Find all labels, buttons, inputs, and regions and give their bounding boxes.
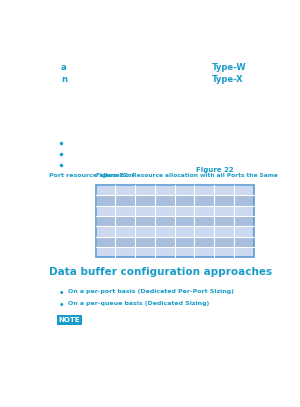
Bar [116,226,135,236]
Bar [96,206,116,216]
Bar [214,236,234,247]
Bar [214,216,234,226]
Bar [234,216,254,226]
Bar [116,247,135,257]
Bar [194,195,214,206]
Bar [214,195,234,206]
Text: NOTE: NOTE [58,317,80,323]
Bar [175,247,194,257]
Bar [214,185,234,195]
Bar [234,206,254,216]
Text: a: a [61,63,66,72]
Bar [214,206,234,216]
Text: n: n [61,75,67,85]
Bar [155,247,175,257]
Bar [135,185,155,195]
Bar [96,226,116,236]
Bar [155,195,175,206]
Bar [194,236,214,247]
Bar [96,236,116,247]
Bar [96,216,116,226]
Bar [135,216,155,226]
Bar [175,206,194,216]
Bar [234,247,254,257]
Bar [175,216,194,226]
Text: Data buffer configuration approaches: Data buffer configuration approaches [49,267,272,277]
Bar [194,185,214,195]
Text: Figure 22: Resource allocation with all Ports the Same: Figure 22: Resource allocation with all … [96,173,278,178]
Bar [135,247,155,257]
Bar [135,236,155,247]
Text: Type-W: Type-W [212,63,247,72]
Bar [116,206,135,216]
Bar [214,226,234,236]
Bar [155,226,175,236]
Bar [96,185,116,195]
Bar [234,185,254,195]
Bar [234,236,254,247]
Bar [116,185,135,195]
Bar [135,226,155,236]
Bar [194,206,214,216]
Bar [175,236,194,247]
Bar [135,195,155,206]
Text: On a per-port basis (Dedicated Per-Port Sizing): On a per-port basis (Dedicated Per-Port … [68,289,234,293]
Bar [96,247,116,257]
Bar [135,206,155,216]
Bar [116,195,135,206]
Text: Type-X: Type-X [212,75,244,85]
Bar [194,216,214,226]
Bar [194,226,214,236]
Bar [155,216,175,226]
Bar [234,226,254,236]
Text: •: • [58,301,64,310]
Bar [155,185,175,195]
Bar [175,185,194,195]
Bar [155,206,175,216]
Bar [214,247,234,257]
Bar [234,195,254,206]
Text: On a per-queue basis (Dedicated Sizing): On a per-queue basis (Dedicated Sizing) [68,301,209,306]
Bar [175,226,194,236]
Bar [155,236,175,247]
Text: Port resource allocation: Port resource allocation [49,173,134,177]
Text: Figure 22: Figure 22 [196,166,233,173]
Bar [116,236,135,247]
Text: •: • [58,289,64,298]
Bar [116,216,135,226]
Bar [96,195,116,206]
Bar [194,247,214,257]
Bar [175,195,194,206]
